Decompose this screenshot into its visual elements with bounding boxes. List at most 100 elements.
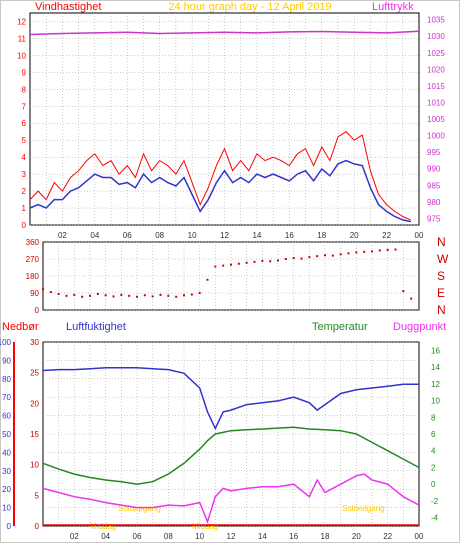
rain-tick-label: 50 (2, 430, 11, 439)
direction-point (363, 250, 366, 253)
x-tick-label: 22 (382, 231, 391, 240)
pressure-tick-label: 1000 (427, 132, 445, 141)
dewpoint-line (42, 473, 420, 525)
pressure-tick-label: 1005 (427, 115, 445, 124)
direction-tick-label: 90 (30, 289, 39, 298)
pressure-line (29, 30, 420, 36)
direction-point (230, 263, 232, 266)
dewpoint-label: Duggpunkt (393, 321, 446, 333)
direction-point (308, 256, 311, 259)
wind-tick-label: 10 (17, 51, 26, 60)
pressure-tick-label: 985 (427, 181, 441, 190)
direction-point (104, 294, 107, 297)
wind-speed-label: Vindhastighet (35, 1, 101, 13)
x-tick-label: 08 (164, 532, 173, 541)
wind-tick-label: 6 (22, 119, 27, 128)
rain-tick-label: 90 (2, 356, 11, 365)
direction-point (371, 250, 373, 253)
x-tick-label: 18 (321, 532, 330, 541)
direction-point (183, 294, 185, 297)
direction-point (284, 258, 287, 260)
x-tick-label: 04 (90, 231, 99, 240)
humidity-tick-label: 0 (35, 522, 40, 531)
compass-label: W (437, 252, 449, 266)
x-tick-label: 16 (285, 231, 294, 240)
direction-point (151, 295, 154, 298)
pressure-tick-label: 1025 (427, 49, 445, 58)
wind-tick-label: 4 (22, 153, 27, 162)
wind-tick-label: 12 (17, 17, 26, 26)
direction-point (73, 293, 76, 296)
chart-title: 24 hour graph day - 12 April 2019 (168, 1, 331, 13)
x-tick-label: 10 (188, 231, 197, 240)
direction-point (269, 260, 272, 263)
direction-point (190, 293, 193, 296)
direction-point (355, 251, 358, 254)
x-tick-label: 12 (227, 532, 236, 541)
rain-tick-label: 100 (0, 338, 12, 347)
x-tick-label: 02 (58, 231, 67, 240)
x-tick-label: 10 (195, 532, 204, 541)
direction-point (237, 262, 240, 265)
humidity-tick-label: 25 (30, 369, 39, 378)
rain-tick-label: 30 (2, 467, 11, 476)
temperature-line (42, 426, 420, 485)
direction-point (277, 259, 279, 262)
x-tick-label: 00 (415, 532, 424, 541)
direction-point (65, 294, 68, 297)
direction-point (378, 249, 381, 252)
direction-point (253, 260, 256, 263)
direction-point (394, 248, 397, 251)
temperature-tick-label: 16 (431, 346, 440, 355)
temperature-tick-label: 14 (431, 363, 440, 372)
direction-tick-label: 270 (26, 255, 40, 264)
wind-tick-label: 7 (22, 102, 27, 111)
sunrise-label: Soloppgang (118, 504, 161, 513)
x-tick-label: 06 (133, 532, 142, 541)
temperature-tick-label: -4 (431, 514, 439, 523)
rain-tick-label: 0 (7, 522, 12, 531)
wind-tick-label: 0 (22, 221, 27, 230)
temperature-tick-label: 12 (431, 380, 440, 389)
compass-label: N (437, 235, 446, 249)
direction-point (143, 294, 146, 297)
compass-label: E (437, 286, 445, 300)
temperature-tick-label: 6 (431, 430, 436, 439)
humidity-tick-label: 30 (30, 338, 39, 347)
x-tick-label: 02 (70, 532, 79, 541)
x-tick-label: 20 (352, 532, 361, 541)
rain-tick-label: 10 (2, 504, 11, 513)
humidity-tick-label: 10 (30, 461, 39, 470)
humidity-line (42, 367, 419, 431)
wind-tick-label: 1 (22, 204, 27, 213)
rain-tick-label: 20 (2, 485, 11, 494)
pressure-tick-label: 1035 (427, 16, 445, 25)
rain-tick-label: 40 (2, 448, 11, 457)
temperature-tick-label: 8 (431, 413, 436, 422)
direction-point (89, 294, 91, 297)
wind-tick-label: 9 (22, 68, 27, 77)
wind-gust-line (29, 131, 412, 221)
wind-tick-label: 11 (18, 34, 27, 43)
direction-point (49, 291, 52, 294)
direction-point (324, 254, 326, 257)
wind-tick-label: 8 (22, 85, 27, 94)
direction-point (331, 254, 334, 257)
compass-label: S (437, 269, 445, 283)
temperature-tick-label: 4 (431, 447, 436, 456)
wind-tick-label: 2 (22, 187, 27, 196)
direction-point (112, 295, 115, 298)
direction-point (347, 252, 350, 255)
direction-point (261, 259, 264, 262)
direction-point (175, 295, 178, 298)
direction-point (410, 297, 413, 300)
direction-point (245, 261, 248, 264)
x-tick-label: 12 (220, 231, 229, 240)
direction-point (386, 248, 389, 251)
pressure-tick-label: 1015 (427, 82, 445, 91)
pressure-tick-label: 1010 (427, 98, 445, 107)
rain-tick-label: 60 (2, 412, 11, 421)
direction-tick-label: 360 (26, 238, 40, 247)
pressure-tick-label: 980 (427, 198, 441, 207)
